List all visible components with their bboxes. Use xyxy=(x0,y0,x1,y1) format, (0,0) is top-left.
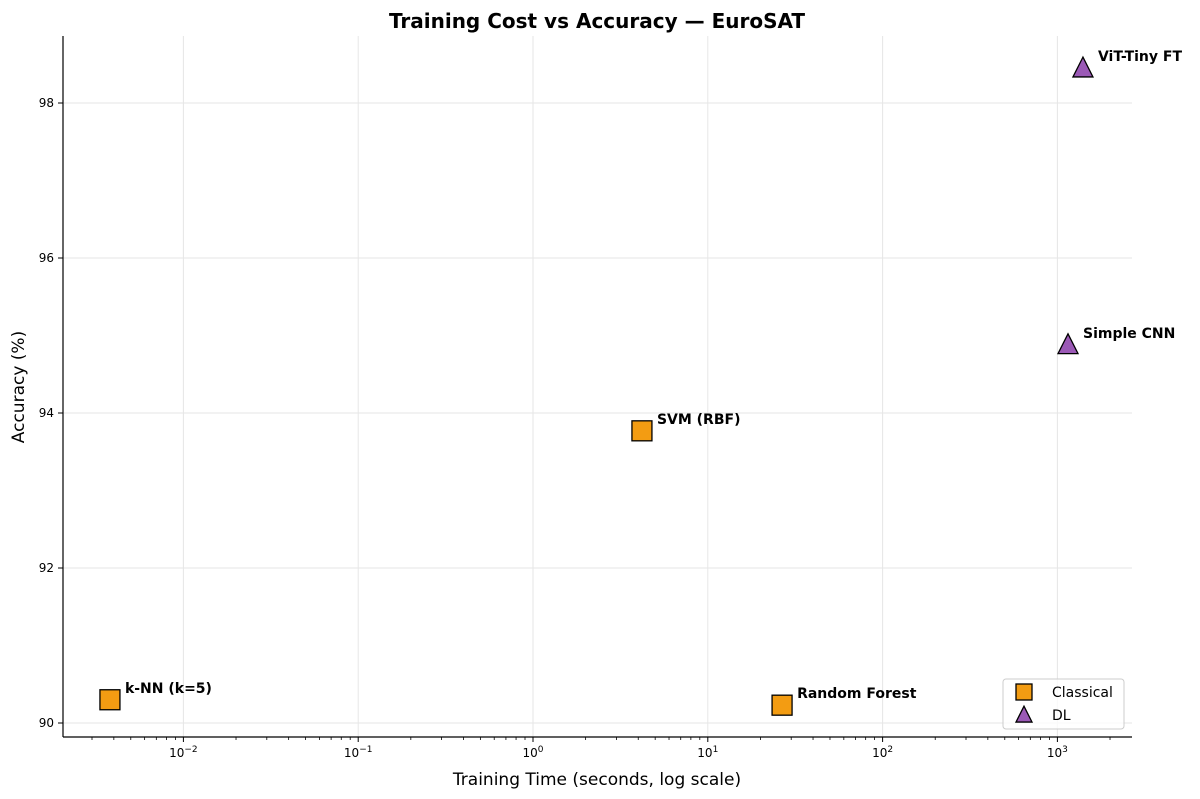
grid-lines xyxy=(63,36,1132,737)
data-point: ViT-Tiny FT xyxy=(1071,49,1183,78)
legend-label: Classical xyxy=(1052,685,1113,701)
y-tick-label: 98 xyxy=(39,96,54,110)
legend: Classical DL xyxy=(1002,678,1125,730)
triangle-marker-icon xyxy=(1056,332,1080,355)
chart-title: Training Cost vs Accuracy — EuroSAT xyxy=(389,9,805,33)
x-axis-ticks: 10−2 10−1 100 101 102 103 xyxy=(91,737,1111,760)
data-points: k-NN (k=5) SVM (RBF) Random Forest Simple C… xyxy=(99,49,1183,716)
point-label: Simple CNN xyxy=(1083,326,1175,342)
triangle-marker-icon xyxy=(1071,55,1094,78)
legend-item-dl: DL xyxy=(1014,704,1071,724)
data-point: Simple CNN xyxy=(1056,326,1175,355)
x-tick-label: 100 xyxy=(522,745,543,760)
data-point: SVM (RBF) xyxy=(631,412,741,442)
point-label: k-NN (k=5) xyxy=(125,681,212,697)
x-tick-label: 10−2 xyxy=(169,745,198,760)
square-marker-icon xyxy=(771,694,793,716)
y-axis-label: Accuracy (%) xyxy=(9,331,29,443)
data-point: Random Forest xyxy=(771,686,917,716)
point-label: SVM (RBF) xyxy=(657,412,741,428)
legend-frame xyxy=(1002,678,1125,730)
x-tick-label: 103 xyxy=(1047,745,1068,760)
legend-item-classical: Classical xyxy=(1015,683,1113,701)
square-marker-icon xyxy=(631,420,653,442)
point-label: ViT-Tiny FT xyxy=(1098,49,1183,65)
y-tick-label: 92 xyxy=(39,561,54,575)
triangle-marker-icon xyxy=(1014,704,1034,723)
square-marker-icon xyxy=(1015,683,1033,701)
legend-label: DL xyxy=(1052,708,1071,724)
axes xyxy=(62,36,1132,738)
y-tick-label: 96 xyxy=(39,251,54,265)
x-tick-label: 101 xyxy=(697,745,718,760)
y-axis-ticks: 90 92 94 96 98 xyxy=(39,96,63,730)
square-marker-icon xyxy=(99,689,121,711)
y-tick-label: 94 xyxy=(39,406,54,420)
x-tick-label: 10−1 xyxy=(344,745,373,760)
point-label: Random Forest xyxy=(797,686,917,702)
x-tick-label: 102 xyxy=(872,745,893,760)
data-point: k-NN (k=5) xyxy=(99,681,212,711)
y-tick-label: 90 xyxy=(39,716,54,730)
x-axis-label: Training Time (seconds, log scale) xyxy=(452,770,741,790)
